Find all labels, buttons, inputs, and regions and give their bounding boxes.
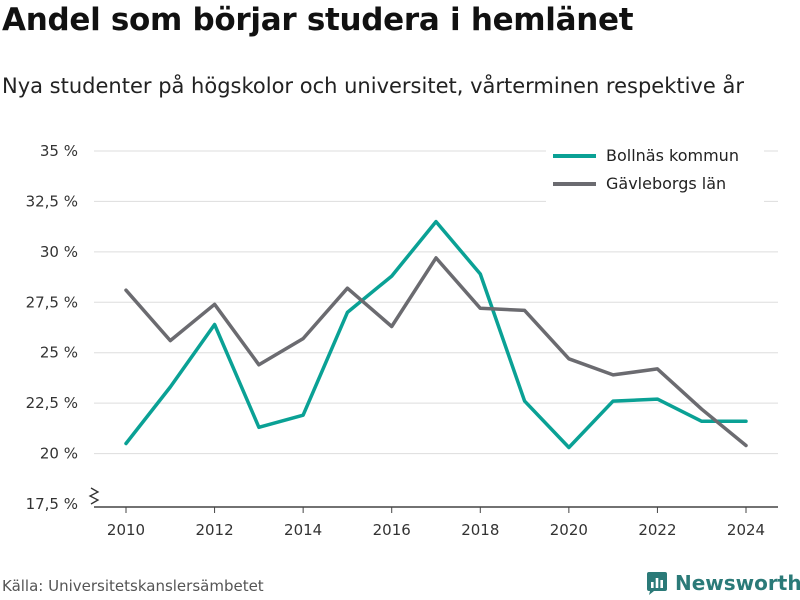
y-tick-label: 22,5 % [26, 394, 78, 412]
legend-label: Bollnäs kommun [606, 146, 739, 165]
axis-break-icon [88, 487, 100, 505]
x-tick-label: 2024 [727, 521, 765, 539]
chart-subtitle: Nya studenter på högskolor och universit… [2, 74, 744, 98]
series-layer [124, 219, 748, 450]
series-line [124, 219, 748, 450]
x-tick-label: 2010 [107, 521, 145, 539]
x-tick-label: 2012 [195, 521, 233, 539]
chart-title: Andel som börjar studera i hemlänet [2, 2, 634, 38]
y-tick-label: 17,5 % [26, 495, 78, 513]
axis-layer: 17,5 % 20 % 22,5 % 25 % 27,5 % 30 % 32,5 % 35 %… [26, 142, 778, 539]
x-tick-label: 2018 [461, 521, 499, 539]
legend-label: Gävleborgs län [606, 174, 726, 193]
x-tick-label: 2020 [550, 521, 588, 539]
legend: Bollnäs kommun Gävleborgs län [546, 138, 764, 202]
source-note: Källa: Universitetskanslersämbetet [2, 577, 264, 595]
y-tick-label: 20 % [40, 445, 78, 463]
y-tick-label: 32,5 % [26, 192, 78, 210]
y-tick-label: 27,5 % [26, 293, 78, 311]
newsworthy-logo-icon [647, 572, 667, 595]
y-tick-label: 35 % [40, 142, 78, 160]
y-tick-label: 30 % [40, 243, 78, 261]
x-tick-label: 2014 [284, 521, 322, 539]
x-tick-label: 2016 [373, 521, 411, 539]
brand-logo[interactable]: Newsworthy [645, 570, 800, 596]
x-tick-label: 2022 [638, 521, 676, 539]
series-line [124, 256, 748, 448]
brand-name: Newsworthy [675, 571, 800, 595]
line-chart: 17,5 % 20 % 22,5 % 25 % 27,5 % 30 % 32,5 % 35 %… [25, 138, 778, 539]
y-tick-label: 25 % [40, 344, 78, 362]
legend-box [546, 138, 764, 202]
